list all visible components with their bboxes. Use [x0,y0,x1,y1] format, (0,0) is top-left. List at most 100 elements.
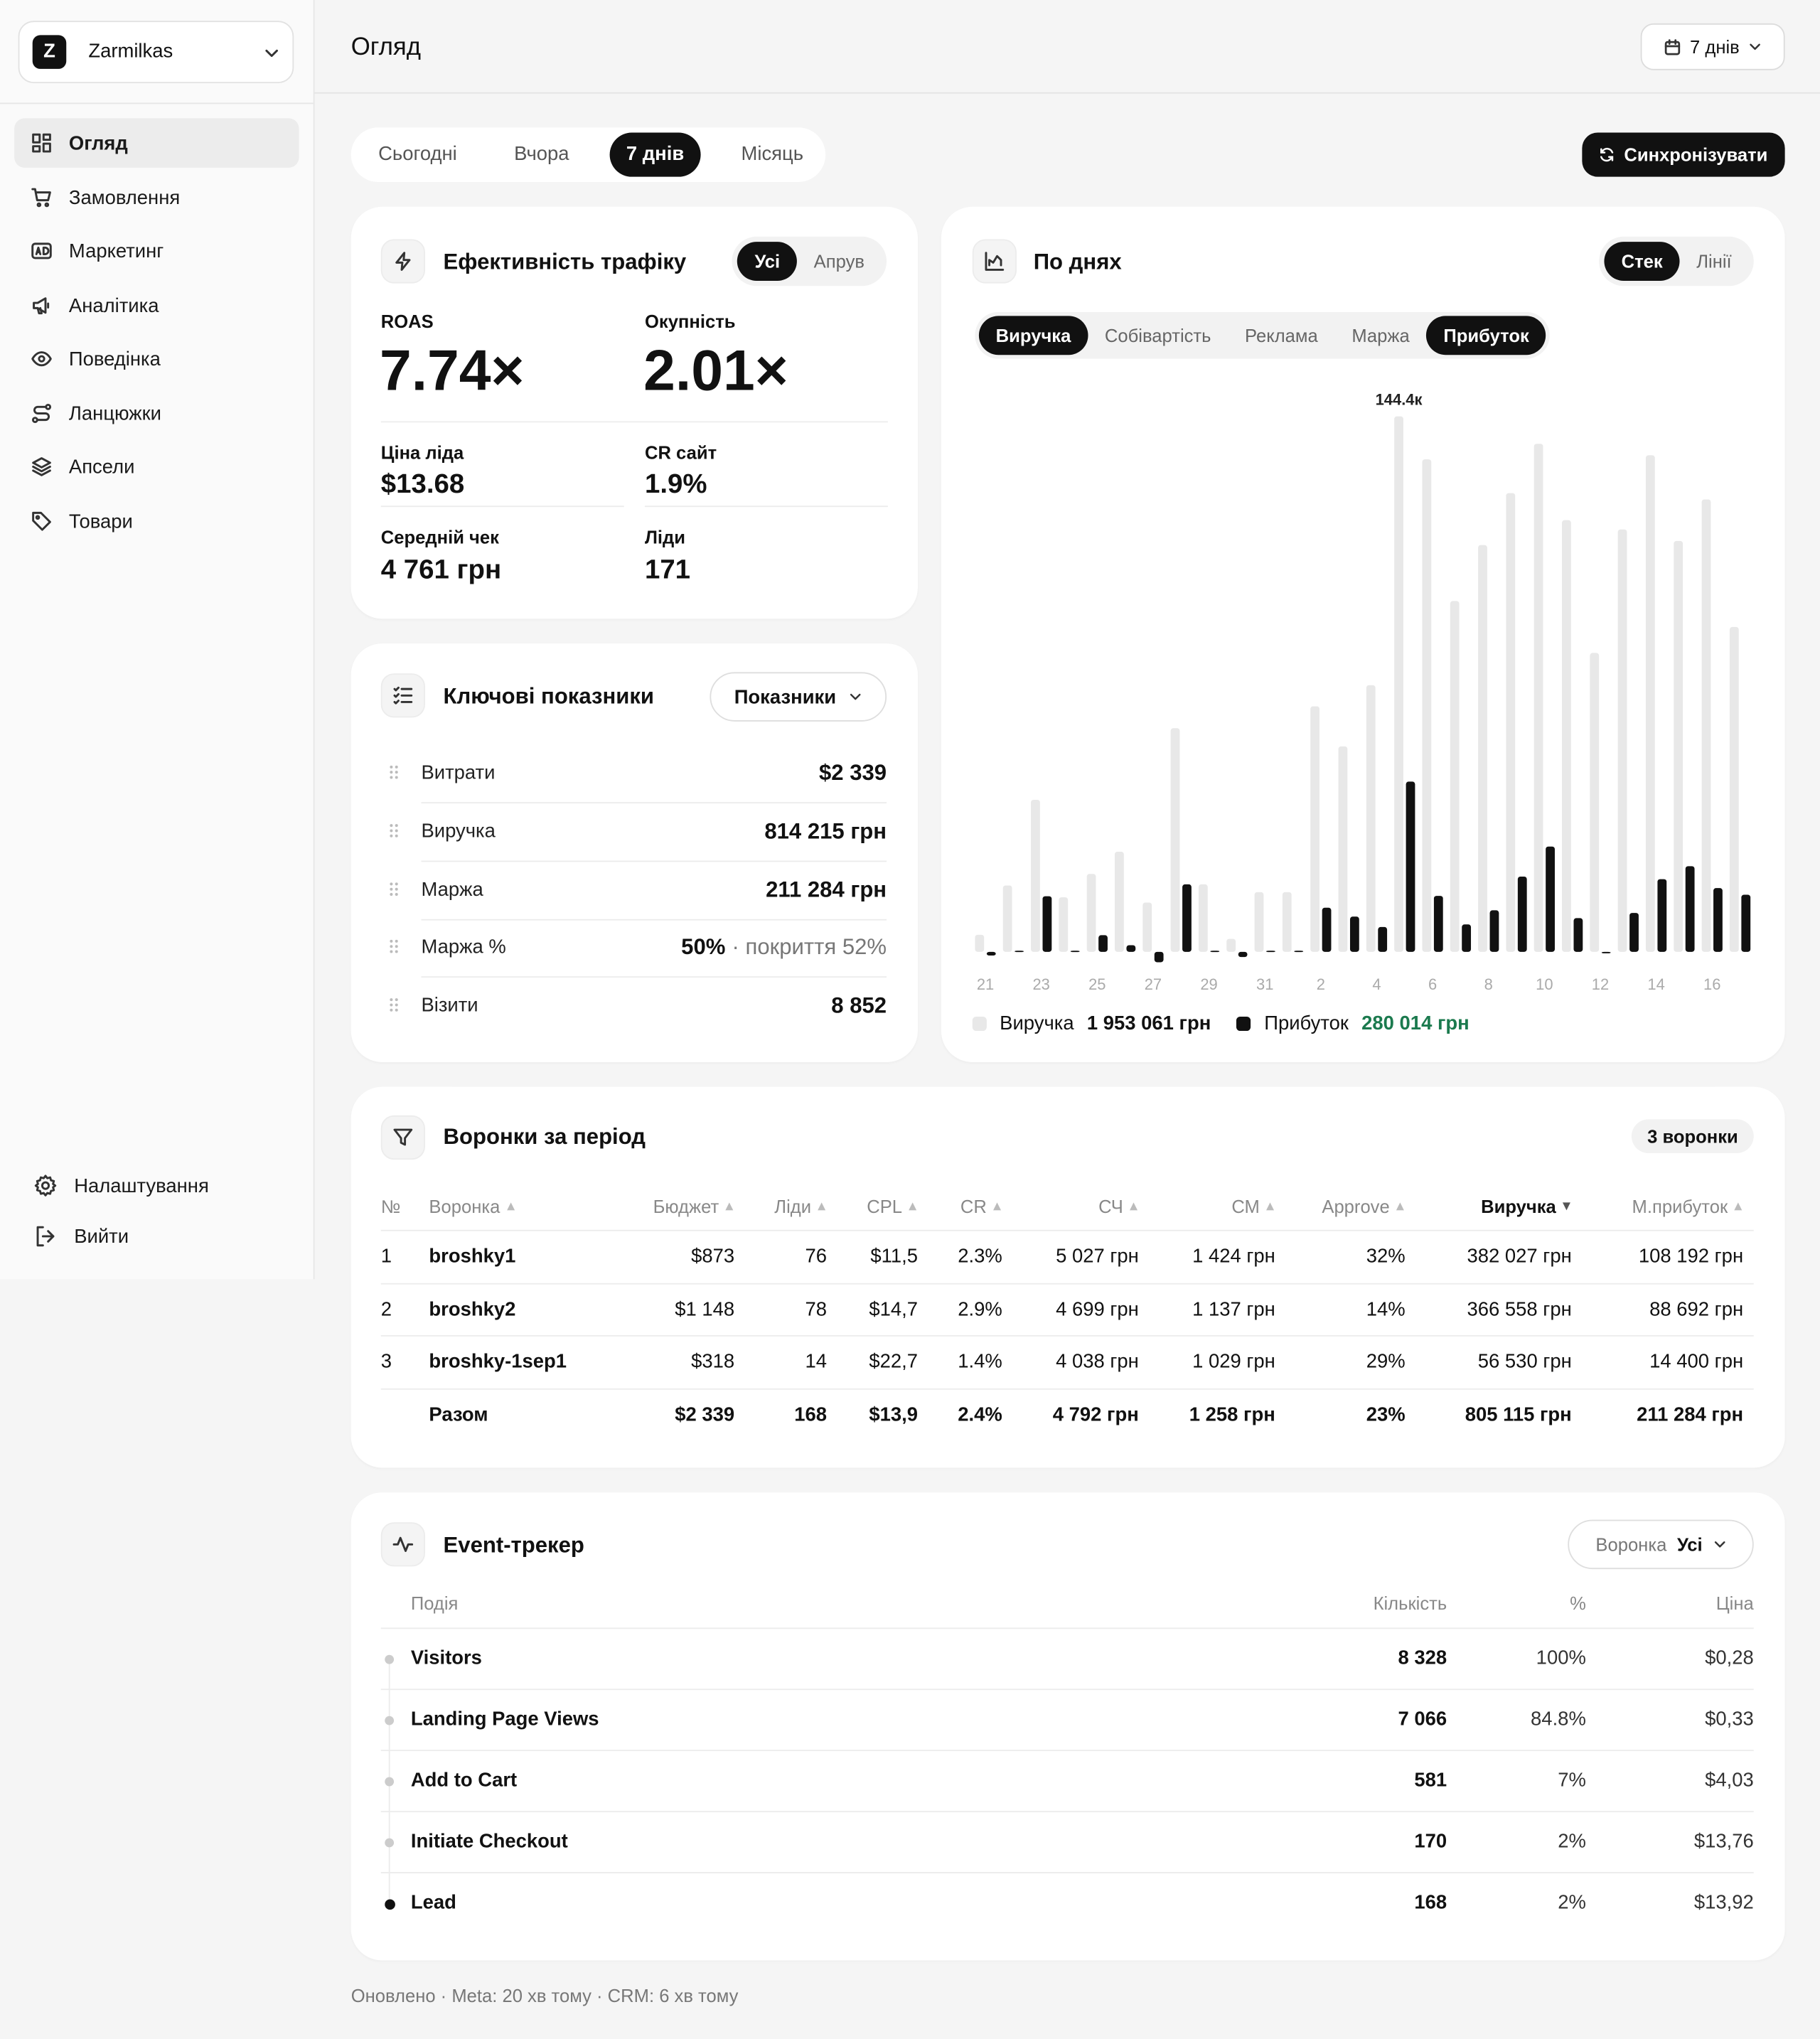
metric-value: 171 [644,555,691,585]
table-cell: 170 [1414,1830,1447,1853]
calendar-icon [1664,38,1681,55]
bar [1433,896,1443,952]
nav-item[interactable]: Замовлення [14,173,299,222]
legend-label: Виручка [1000,1012,1074,1034]
toggle-option[interactable]: Собівартість [1104,325,1211,346]
toggle-option[interactable]: Сьогодні [378,143,457,166]
nav-item[interactable]: Огляд [14,118,299,168]
table-cell: 1 137 грн [1192,1297,1275,1320]
metric-value: 50% [681,935,726,960]
icon-box [380,239,425,284]
table-cell: Landing Page Views [410,1708,599,1730]
bar [1573,918,1583,952]
toggle-option[interactable]: Апрув [813,250,864,272]
dot [395,998,398,1002]
toggle-option[interactable]: Прибуток [1426,316,1546,355]
nav-item[interactable]: Апсели [14,442,299,491]
workspace-switcher[interactable]: Z Zarmilkas [18,21,294,84]
bar [1489,910,1499,952]
settings-item[interactable]: Налаштування [17,1161,301,1210]
bar [1126,945,1136,952]
dot [395,887,398,891]
bar [1462,924,1472,952]
table-cell: 14 [805,1350,827,1373]
metric-label: Ліди [644,526,686,547]
dot [390,765,393,769]
funnel-icon [393,1128,413,1146]
toggle-option[interactable]: Виручка [978,316,1088,355]
sync-button[interactable]: Синхронізувати [1582,132,1785,177]
bar [1226,938,1236,952]
table-cell: 32% [1366,1245,1406,1268]
toggle-option[interactable]: Маржа [1351,325,1410,346]
bar [1198,884,1208,952]
nav-label: Апсели [68,455,135,478]
x-tick-label: 31 [1256,975,1273,993]
table-cell: 78 [805,1297,827,1320]
toggle-option[interactable]: 7 днів [609,132,701,177]
funnel-filter[interactable]: Воронка Усі [1568,1519,1754,1570]
x-tick-label: 29 [1200,975,1217,993]
bar [1406,781,1415,952]
column-header: Подія [410,1592,459,1614]
bar [1674,540,1684,952]
drag-handle [390,765,398,779]
card-title: Ключові показники [443,683,655,709]
table-cell: $0,28 [1705,1647,1754,1669]
toggle-option[interactable]: Місяць [741,143,804,166]
timeline-dot [385,1837,395,1847]
timeline-dot [385,1654,395,1664]
x-tick-label: 25 [1088,975,1106,993]
nav-item[interactable]: Поведінка [14,334,299,383]
x-tick-label: 27 [1145,975,1162,993]
workspace-initial: Z [32,35,67,69]
bar-chart: 21 23 25 27 29 31 2 4 144.4к 6 8 10 12 14 16 [975,390,1751,993]
timeline-dot [385,1776,395,1786]
table-cell: broshky-1sep1 [429,1350,567,1373]
bolt-icon [395,252,411,271]
divider [0,102,314,105]
bar [1562,520,1571,952]
toggle-option[interactable]: Вчора [514,143,569,166]
table-cell: 2% [1558,1830,1586,1853]
nav-item[interactable]: Аналітика [14,281,299,330]
divider [380,1811,1754,1813]
toggle-option[interactable]: Стек [1604,242,1680,281]
bar [1114,852,1124,952]
icon [32,133,51,153]
toggle-option[interactable]: Лінії [1696,250,1732,272]
bar [1741,894,1751,952]
divider [421,802,887,804]
dot [390,1003,393,1007]
sync-icon [1600,147,1614,162]
bar [1394,416,1403,952]
bar [1310,706,1320,952]
toggle-option[interactable]: Усі [737,242,797,281]
bar [1042,896,1052,952]
column-header: Бюджет [653,1194,736,1220]
bar [986,951,996,956]
metrics-dropdown[interactable]: Показники [710,672,887,722]
sort-arrow [909,1202,917,1211]
drag-handle [390,940,398,954]
range-picker[interactable]: 7 днів [1640,23,1785,70]
bar [1629,913,1639,952]
bar [1254,892,1264,952]
sort-arrow [1130,1202,1138,1211]
bar [1238,951,1248,958]
logout-item[interactable]: Вийти [17,1211,301,1261]
table-cell: 1 [380,1245,392,1268]
nav-item[interactable]: Маркетинг [14,226,299,275]
bar [1015,951,1024,953]
nav-item[interactable]: Ланцюжки [14,389,299,438]
table-cell: broshky2 [429,1297,516,1320]
toggle-option[interactable]: Реклама [1245,325,1318,346]
total-cell: 211 284 грн [1637,1403,1744,1426]
metric-value: 2.01× [643,339,788,403]
table-cell: Initiate Checkout [410,1830,568,1853]
sort-arrow [993,1202,1001,1211]
bar [1713,888,1723,952]
table-cell: broshky1 [429,1245,516,1268]
nav-item[interactable]: Товари [14,497,299,546]
